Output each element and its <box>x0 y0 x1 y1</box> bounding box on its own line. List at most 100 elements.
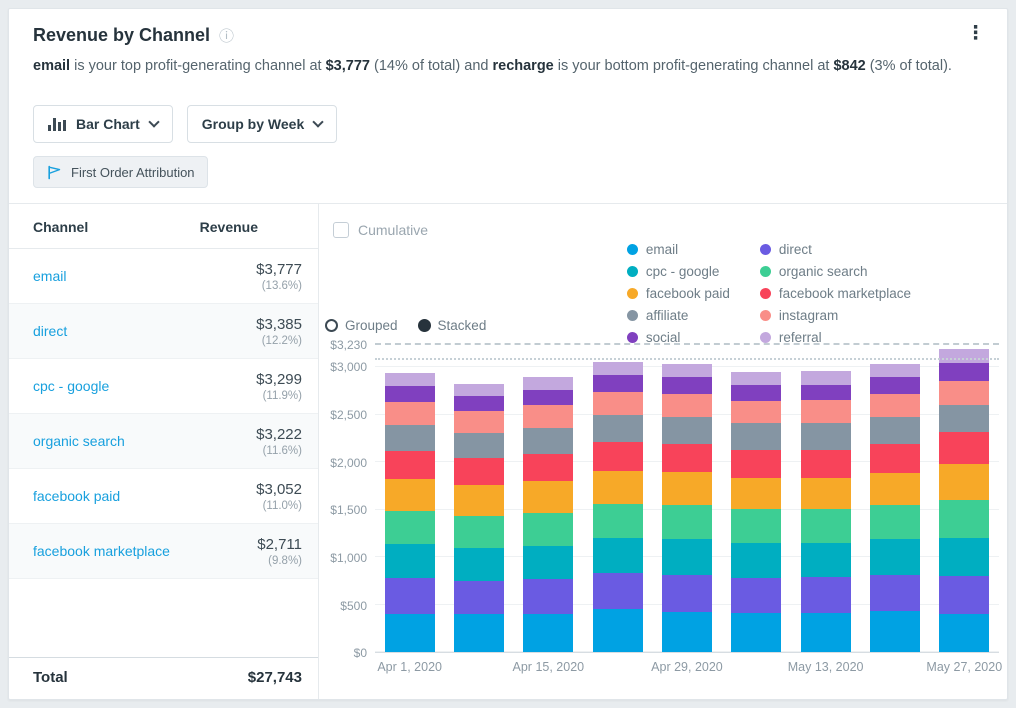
bar-segment-referral[interactable] <box>661 364 712 378</box>
bar-segment-affiliate[interactable] <box>384 424 435 452</box>
bar-segment-facebook-paid[interactable] <box>453 485 504 516</box>
bar-segment-organic-search[interactable] <box>800 509 851 543</box>
bar-segment-facebook-paid[interactable] <box>869 472 920 506</box>
bar-segment-instagram[interactable] <box>800 399 851 423</box>
bar-segment-cpc---google[interactable] <box>661 539 712 576</box>
bar-segment-direct[interactable] <box>661 575 712 612</box>
bar-segment-direct[interactable] <box>939 575 990 615</box>
channel-link-facebook-paid[interactable]: facebook paid <box>33 488 121 505</box>
bar-segment-referral[interactable] <box>523 377 574 391</box>
bar-segment-instagram[interactable] <box>661 393 712 417</box>
bar-segment-facebook-marketplace[interactable] <box>523 453 574 482</box>
bar-segment-social[interactable] <box>661 377 712 394</box>
stacked-bar[interactable] <box>453 345 504 653</box>
bar-segment-social[interactable] <box>453 396 504 412</box>
bar-segment-referral[interactable] <box>939 348 990 364</box>
bar-segment-affiliate[interactable] <box>453 432 504 459</box>
bar-segment-direct[interactable] <box>523 579 574 614</box>
bar-segment-affiliate[interactable] <box>869 417 920 444</box>
stacked-bar[interactable] <box>869 345 920 653</box>
bar-segment-email[interactable] <box>384 613 435 653</box>
channel-link-organic-search[interactable]: organic search <box>33 433 125 450</box>
bar-segment-referral[interactable] <box>592 362 643 376</box>
bar-segment-cpc---google[interactable] <box>731 543 782 578</box>
bar-segment-facebook-marketplace[interactable] <box>453 458 504 486</box>
bar-segment-facebook-marketplace[interactable] <box>731 449 782 478</box>
bar-segment-cpc---google[interactable] <box>939 537 990 576</box>
bar-segment-instagram[interactable] <box>592 391 643 416</box>
bar-segment-social[interactable] <box>939 363 990 381</box>
bar-segment-affiliate[interactable] <box>939 404 990 433</box>
bar-segment-email[interactable] <box>800 612 851 653</box>
legend-item-direct[interactable]: direct <box>759 242 911 257</box>
bar-segment-organic-search[interactable] <box>939 500 990 538</box>
bar-segment-affiliate[interactable] <box>731 423 782 450</box>
info-icon[interactable]: ⓘ <box>219 28 235 45</box>
kebab-menu-icon[interactable]: ⋮ <box>966 23 985 44</box>
channel-link-cpc-google[interactable]: cpc - google <box>33 378 110 395</box>
group-by-dropdown[interactable]: Group by Week <box>186 105 338 144</box>
grouped-radio[interactable]: Grouped <box>325 318 398 333</box>
legend-item-cpc---google[interactable]: cpc - google <box>626 264 730 279</box>
bar-segment-social[interactable] <box>869 377 920 394</box>
bar-segment-referral[interactable] <box>453 384 504 397</box>
bar-segment-instagram[interactable] <box>869 393 920 418</box>
bar-segment-affiliate[interactable] <box>523 428 574 454</box>
stacked-bar[interactable] <box>939 345 990 653</box>
bar-segment-social[interactable] <box>523 390 574 406</box>
bar-segment-facebook-marketplace[interactable] <box>869 443 920 473</box>
chart-type-dropdown[interactable]: Bar Chart <box>33 105 173 144</box>
legend-item-facebook-paid[interactable]: facebook paid <box>626 286 730 301</box>
channel-link-facebook-marketplace[interactable]: facebook marketplace <box>33 543 170 560</box>
bar-segment-organic-search[interactable] <box>523 512 574 546</box>
bar-segment-cpc---google[interactable] <box>800 542 851 577</box>
legend-item-social[interactable]: social <box>626 330 730 345</box>
bar-segment-facebook-paid[interactable] <box>731 477 782 510</box>
bar-segment-instagram[interactable] <box>731 400 782 424</box>
legend-item-referral[interactable]: referral <box>759 330 911 345</box>
bar-segment-email[interactable] <box>731 613 782 653</box>
legend-item-instagram[interactable]: instagram <box>759 308 911 323</box>
bar-segment-instagram[interactable] <box>384 401 435 425</box>
bar-segment-organic-search[interactable] <box>869 505 920 540</box>
legend-item-facebook-marketplace[interactable]: facebook marketplace <box>759 286 911 301</box>
bar-segment-facebook-marketplace[interactable] <box>384 451 435 480</box>
stacked-bar[interactable] <box>523 345 574 653</box>
bar-segment-facebook-marketplace[interactable] <box>661 443 712 473</box>
bar-segment-facebook-marketplace[interactable] <box>800 449 851 479</box>
bar-segment-cpc---google[interactable] <box>869 539 920 575</box>
bar-segment-social[interactable] <box>800 384 851 400</box>
bar-segment-social[interactable] <box>731 385 782 401</box>
bar-segment-organic-search[interactable] <box>731 509 782 544</box>
bar-segment-direct[interactable] <box>800 576 851 613</box>
stacked-bar[interactable] <box>800 345 851 653</box>
bar-segment-facebook-paid[interactable] <box>939 464 990 501</box>
bar-segment-facebook-paid[interactable] <box>523 481 574 513</box>
bar-segment-facebook-paid[interactable] <box>592 470 643 504</box>
legend-item-email[interactable]: email <box>626 242 730 257</box>
bar-segment-facebook-paid[interactable] <box>384 479 435 511</box>
bar-segment-email[interactable] <box>939 614 990 653</box>
bar-segment-instagram[interactable] <box>453 411 504 433</box>
bar-segment-referral[interactable] <box>731 372 782 385</box>
bar-segment-direct[interactable] <box>869 574 920 612</box>
bar-segment-cpc---google[interactable] <box>592 537 643 574</box>
bar-segment-referral[interactable] <box>800 371 851 385</box>
stacked-bar[interactable] <box>661 345 712 653</box>
bar-segment-facebook-marketplace[interactable] <box>592 442 643 471</box>
bar-segment-facebook-marketplace[interactable] <box>939 432 990 465</box>
bar-segment-instagram[interactable] <box>939 380 990 405</box>
channel-link-direct[interactable]: direct <box>33 323 68 340</box>
bar-segment-email[interactable] <box>523 613 574 653</box>
bar-segment-social[interactable] <box>592 375 643 392</box>
channel-link-email[interactable]: email <box>33 268 67 285</box>
bar-segment-direct[interactable] <box>453 580 504 615</box>
legend-item-affiliate[interactable]: affiliate <box>626 308 730 323</box>
bar-segment-direct[interactable] <box>384 578 435 614</box>
bar-segment-direct[interactable] <box>592 573 643 610</box>
bar-segment-direct[interactable] <box>731 577 782 614</box>
bar-segment-affiliate[interactable] <box>592 415 643 442</box>
bar-segment-referral[interactable] <box>869 363 920 378</box>
bar-segment-facebook-paid[interactable] <box>800 478 851 510</box>
bar-segment-cpc---google[interactable] <box>384 544 435 579</box>
